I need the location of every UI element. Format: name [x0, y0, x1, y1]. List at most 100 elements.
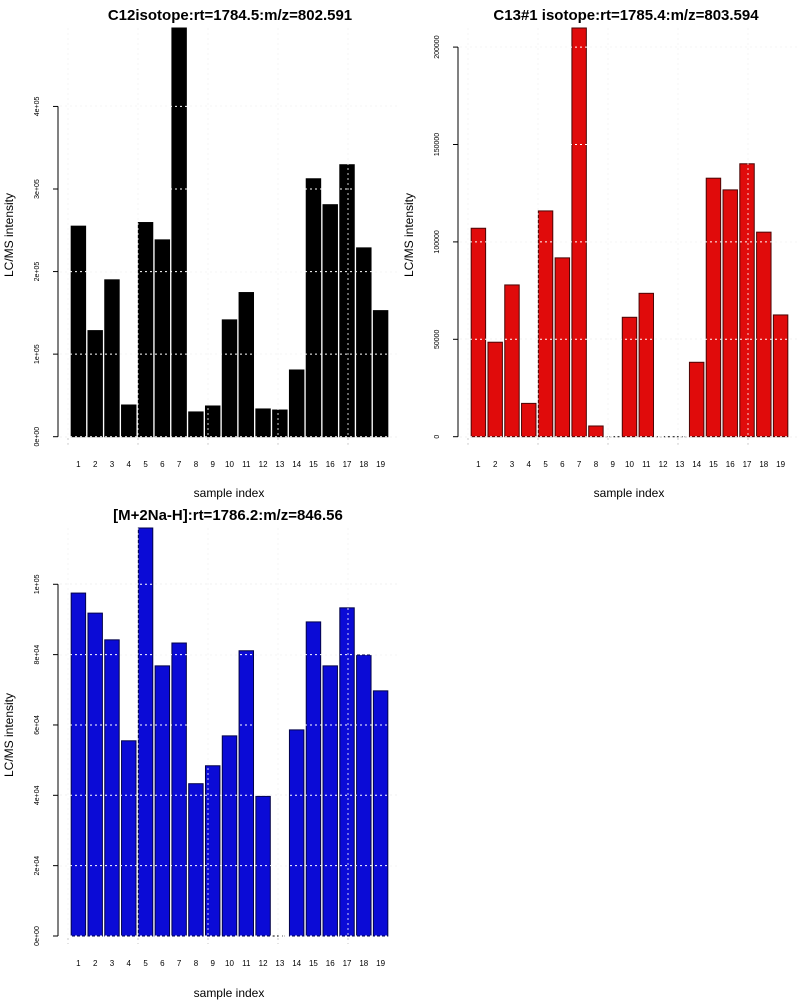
bar-sample-6 [154, 239, 171, 438]
x-tick-label: 14 [292, 460, 301, 469]
chart-title: C12isotope:rt=1784.5:m/z=802.591 [108, 7, 352, 24]
y-tick-label: 8e+04 [34, 645, 41, 665]
x-tick-label: 12 [659, 460, 668, 469]
x-tick-label: 11 [242, 460, 251, 469]
bar-sample-19 [372, 690, 389, 937]
bar-sample-18 [356, 654, 372, 937]
bar-sample-4 [121, 404, 137, 438]
x-tick-label: 3 [110, 959, 115, 968]
x-tick-label: 4 [127, 959, 132, 968]
y-tick-label: 1e+05 [34, 344, 41, 364]
x-tick-label: 13 [275, 959, 284, 968]
bar-sample-5 [137, 527, 154, 937]
bar-sample-6 [554, 257, 571, 438]
x-tick-label: 19 [376, 460, 385, 469]
x-tick-label: 17 [343, 460, 352, 469]
x-tick-label: 12 [259, 959, 268, 968]
x-tick-label: 14 [292, 959, 301, 968]
y-tick-label: 200000 [434, 35, 441, 58]
x-tick-label: 5 [143, 460, 148, 469]
chart-title: C13#1 isotope:rt=1785.4:m/z=803.594 [493, 7, 759, 24]
bar-sample-4 [121, 740, 137, 937]
bar-sample-2 [487, 341, 503, 438]
panel-c13-isotope: C13#1 isotope:rt=1785.4:m/z=803.594 LC/M… [402, 7, 800, 500]
bar-sample-7 [171, 27, 187, 438]
bar-sample-14 [688, 361, 705, 438]
y-axis-label: LC/MS intensity [2, 193, 16, 277]
bar-sample-16 [322, 665, 338, 937]
x-tick-label: 9 [210, 959, 215, 968]
bar-sample-4 [521, 402, 537, 438]
bar-sample-3 [104, 639, 120, 937]
bar-sample-3 [104, 279, 120, 438]
y-tick-label: 4e+04 [34, 785, 41, 805]
y-tick-label: 150000 [434, 133, 441, 156]
bar-sample-8 [588, 425, 604, 438]
bar-sample-1 [470, 227, 487, 438]
bar-sample-1 [70, 592, 87, 937]
x-tick-label: 5 [143, 959, 148, 968]
x-tick-label: 12 [259, 460, 268, 469]
bar-sample-12 [255, 795, 271, 937]
x-tick-label: 2 [493, 460, 498, 469]
y-tick-label: 0 [434, 435, 441, 439]
y-tick-label: 6e+04 [34, 715, 41, 735]
x-tick-label: 10 [225, 460, 234, 469]
y-tick-label: 2e+04 [34, 856, 41, 876]
x-tick-label: 9 [210, 460, 215, 469]
x-tick-label: 17 [743, 460, 752, 469]
x-tick-label: 9 [610, 460, 615, 469]
x-tick-label: 18 [359, 959, 368, 968]
x-tick-label: 6 [560, 460, 565, 469]
x-tick-label: 19 [776, 460, 785, 469]
y-tick-label: 0e+00 [34, 926, 41, 946]
x-tick-label: 5 [543, 460, 548, 469]
bar-sample-11 [638, 292, 655, 438]
x-tick-label: 8 [194, 460, 199, 469]
bar-sample-5 [537, 210, 554, 438]
x-tick-label: 8 [594, 460, 599, 469]
y-tick-label: 2e+05 [34, 262, 41, 282]
bar-sample-11 [238, 650, 255, 937]
x-tick-label: 16 [326, 460, 335, 469]
x-tick-label: 3 [110, 460, 115, 469]
x-tick-label: 17 [343, 959, 352, 968]
x-tick-label: 3 [510, 460, 515, 469]
bar-sample-2 [87, 330, 103, 438]
x-tick-label: 1 [76, 460, 81, 469]
x-tick-label: 2 [93, 959, 98, 968]
x-tick-label: 1 [76, 959, 81, 968]
x-tick-label: 13 [275, 460, 284, 469]
bar-sample-10 [221, 735, 238, 937]
bar-sample-12 [255, 408, 271, 438]
bar-sample-5 [137, 222, 154, 438]
bar-sample-14 [288, 729, 305, 937]
x-tick-label: 6 [160, 959, 165, 968]
x-tick-label: 11 [242, 959, 251, 968]
bar-sample-8 [188, 411, 204, 438]
bar-sample-16 [322, 204, 338, 438]
x-tick-label: 10 [225, 959, 234, 968]
x-tick-label: 16 [726, 460, 735, 469]
x-tick-label: 4 [127, 460, 132, 469]
bar-sample-19 [372, 310, 389, 438]
x-tick-label: 14 [692, 460, 701, 469]
y-tick-label: 0e+00 [34, 427, 41, 447]
bar-sample-15 [305, 178, 322, 438]
bar-sample-3 [504, 284, 520, 438]
x-tick-label: 10 [625, 460, 634, 469]
x-axis-label: sample index [194, 986, 265, 1000]
x-tick-label: 15 [309, 959, 318, 968]
x-tick-label: 6 [160, 460, 165, 469]
x-axis-label: sample index [594, 486, 665, 500]
bar-sample-13 [272, 409, 288, 438]
x-axis-label: sample index [194, 486, 265, 500]
panel-c12-isotope: C12isotope:rt=1784.5:m/z=802.591 LC/MS i… [2, 7, 400, 500]
bar-sample-8 [188, 783, 204, 937]
y-axis-label: LC/MS intensity [2, 693, 16, 777]
bar-sample-7 [571, 27, 587, 438]
bar-sample-15 [705, 177, 722, 438]
x-tick-label: 7 [577, 460, 582, 469]
bar-sample-15 [305, 621, 322, 937]
bar-sample-11 [238, 292, 255, 438]
